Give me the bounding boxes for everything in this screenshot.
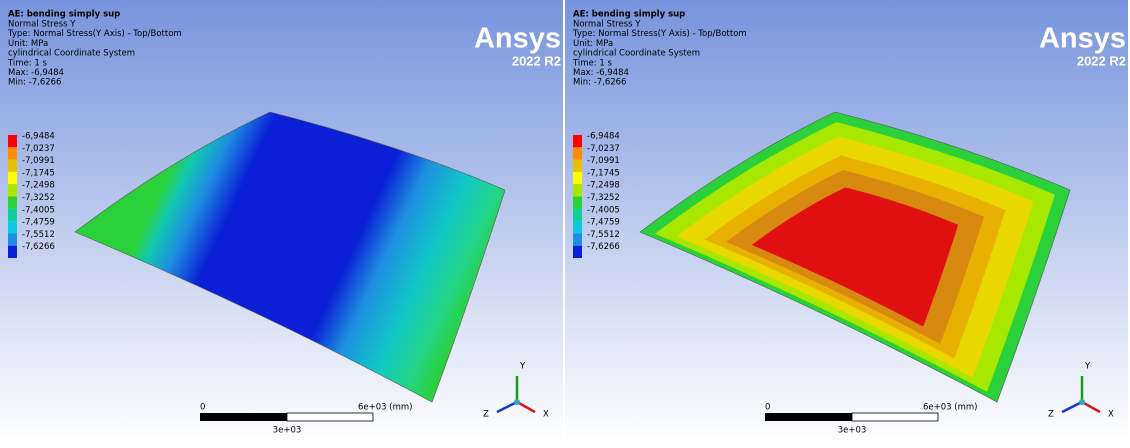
scale-start: 0 bbox=[765, 403, 770, 413]
legend-label: -7,1745 bbox=[22, 168, 55, 178]
legend-swatch bbox=[8, 233, 17, 245]
axis-label-y: Y bbox=[519, 362, 526, 372]
axis-label-x: X bbox=[1108, 410, 1114, 420]
info-line: Normal Stress Y bbox=[573, 20, 641, 30]
legend-swatch bbox=[573, 184, 582, 196]
legend-label: -7,3252 bbox=[587, 193, 620, 203]
legend-label: -7,4005 bbox=[22, 205, 55, 215]
axis-label-x: X bbox=[543, 410, 549, 420]
legend-label: -7,2498 bbox=[587, 181, 620, 191]
scale-bar-black bbox=[765, 413, 852, 421]
info-line: Max: -6,9484 bbox=[573, 68, 629, 78]
legend-label: -7,0237 bbox=[22, 144, 55, 154]
legend-swatch bbox=[573, 209, 582, 221]
info-line: cylindrical Coordinate System bbox=[8, 49, 135, 59]
axis-origin bbox=[1079, 399, 1085, 405]
axis-origin bbox=[514, 399, 520, 405]
legend-swatch bbox=[8, 221, 17, 233]
legend-label: -6,9484 bbox=[587, 132, 620, 142]
legend-label: -7,0237 bbox=[587, 144, 620, 154]
legend-label: -7,4759 bbox=[22, 218, 55, 228]
scale-end: 6e+03 (mm) bbox=[923, 403, 977, 413]
legend-swatch bbox=[8, 135, 17, 147]
legend-swatch bbox=[573, 233, 582, 245]
legend-swatch bbox=[8, 209, 17, 221]
legend-swatch bbox=[8, 184, 17, 196]
legend-label: -7,0991 bbox=[22, 156, 55, 166]
scale-bar-black bbox=[200, 413, 287, 421]
brand: Ansys bbox=[474, 23, 561, 55]
scale-bar-white bbox=[852, 413, 938, 421]
legend-label: -7,2498 bbox=[22, 181, 55, 191]
legend-swatch bbox=[573, 197, 582, 209]
legend-swatch bbox=[573, 147, 582, 159]
legend-label: -7,0991 bbox=[587, 156, 620, 166]
page: {"panels": [ {"title": "AE: bending simp… bbox=[0, 0, 1130, 444]
info-line: Max: -6,9484 bbox=[8, 68, 64, 78]
version: 2022 R2 bbox=[1077, 53, 1126, 68]
scale-mid: 3e+03 bbox=[838, 426, 867, 436]
legend-label: -7,6266 bbox=[22, 242, 55, 252]
legend-swatch bbox=[573, 160, 582, 172]
screenshot: AE: bending simply supNormal Stress YTyp… bbox=[0, 0, 1130, 444]
axis-label-z: Z bbox=[1048, 410, 1054, 420]
axis-label-z: Z bbox=[483, 410, 489, 420]
info-line: Type: Normal Stress(Y Axis) - Top/Bottom bbox=[7, 29, 182, 39]
legend-label: -7,4005 bbox=[587, 205, 620, 215]
info-line: Time: 1 s bbox=[572, 58, 612, 68]
legend-label: -7,5512 bbox=[587, 230, 620, 240]
legend-label: -7,6266 bbox=[587, 242, 620, 252]
legend-swatch bbox=[8, 147, 17, 159]
legend-label: -7,4759 bbox=[587, 218, 620, 228]
legend-swatch bbox=[573, 246, 582, 258]
title: AE: bending simply sup bbox=[573, 10, 685, 20]
legend-swatch bbox=[8, 160, 17, 172]
brand: Ansys bbox=[1039, 23, 1126, 55]
title: AE: bending simply sup bbox=[8, 10, 120, 20]
legend-swatch bbox=[573, 135, 582, 147]
info-line: Min: -7,6266 bbox=[573, 78, 626, 88]
legend-label: -7,1745 bbox=[587, 168, 620, 178]
legend-swatch bbox=[573, 172, 582, 184]
scale-end: 6e+03 (mm) bbox=[358, 403, 412, 413]
legend-swatch bbox=[573, 221, 582, 233]
axis-label-y: Y bbox=[1084, 362, 1091, 372]
info-line: Type: Normal Stress(Y Axis) - Top/Bottom bbox=[572, 29, 747, 39]
info-line: Unit: MPa bbox=[8, 39, 48, 49]
scale-bar-white bbox=[287, 413, 373, 421]
info-line: cylindrical Coordinate System bbox=[573, 49, 700, 59]
info-line: Unit: MPa bbox=[573, 39, 613, 49]
legend-swatch bbox=[8, 172, 17, 184]
scale-start: 0 bbox=[200, 403, 205, 413]
info-line: Min: -7,6266 bbox=[8, 78, 61, 88]
scale-mid: 3e+03 bbox=[273, 426, 302, 436]
legend-swatch bbox=[8, 197, 17, 209]
legend-swatch bbox=[8, 246, 17, 258]
legend-label: -7,5512 bbox=[22, 230, 55, 240]
legend-label: -7,3252 bbox=[22, 193, 55, 203]
info-line: Time: 1 s bbox=[7, 58, 47, 68]
version: 2022 R2 bbox=[512, 53, 561, 68]
legend-label: -6,9484 bbox=[22, 132, 55, 142]
info-line: Normal Stress Y bbox=[8, 20, 76, 30]
